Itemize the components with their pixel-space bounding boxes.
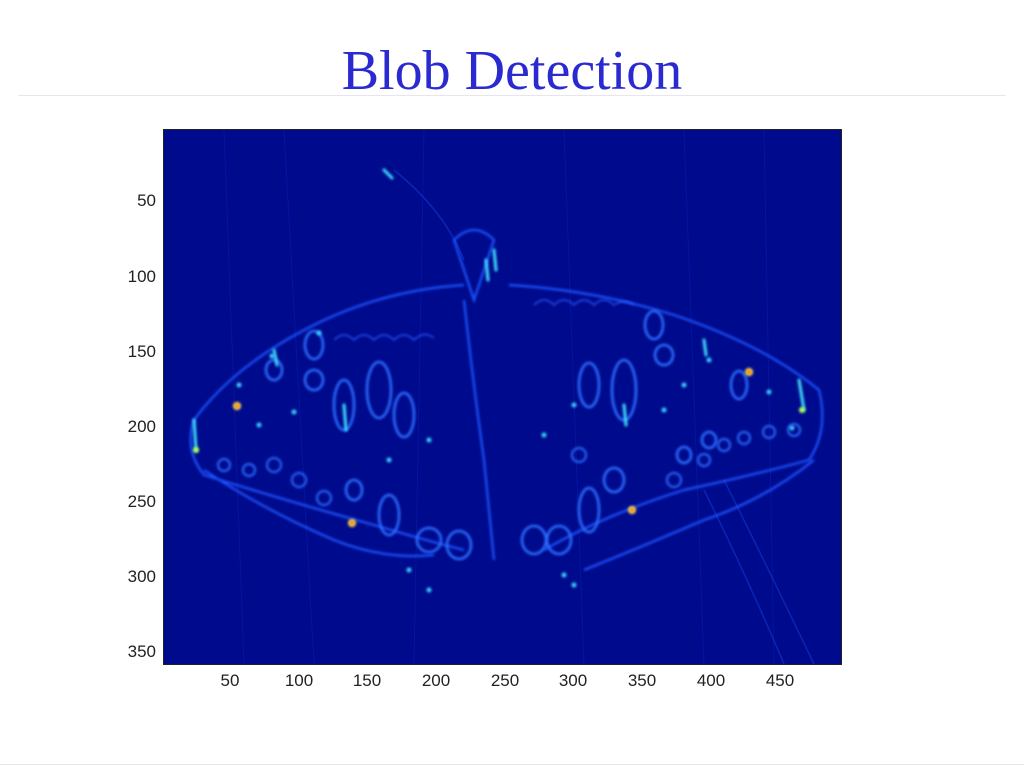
y-tick-label: 350: [127, 642, 156, 661]
y-tick-label: 100: [127, 267, 156, 286]
y-tick-label: 200: [127, 417, 156, 436]
x-tick-label: 50: [220, 671, 240, 690]
y-tick-label: 50: [137, 191, 156, 210]
y-tick-label: 300: [127, 567, 156, 586]
y-tick-label: 150: [127, 342, 156, 361]
x-tick-label: 100: [284, 671, 314, 690]
bottom-divider: [0, 764, 1024, 765]
x-tick-label: 200: [421, 671, 451, 690]
x-tick-label: 350: [627, 671, 657, 690]
slide-title: Blob Detection: [341, 40, 683, 102]
x-tick-label: 450: [765, 671, 795, 690]
title-divider: [18, 95, 1006, 96]
y-tick-label: 250: [127, 492, 156, 511]
x-tick-label: 300: [558, 671, 588, 690]
x-tick-label: 400: [696, 671, 726, 690]
x-tick-label: 250: [490, 671, 520, 690]
x-tick-label: 150: [352, 671, 382, 690]
blob-response-image: [163, 129, 842, 665]
butterfly-response-map: [164, 130, 841, 664]
